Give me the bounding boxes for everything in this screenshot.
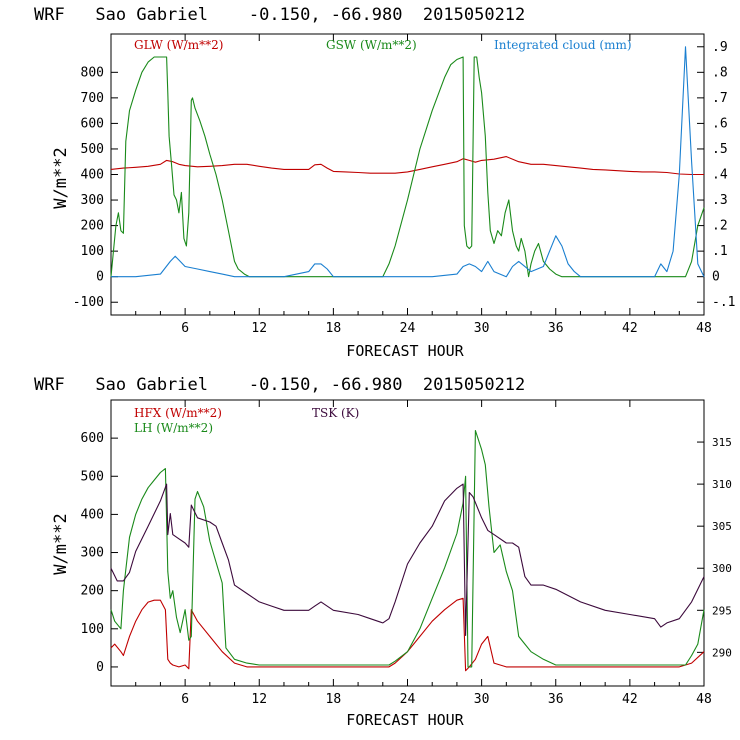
y2-tick-label: .3 bbox=[712, 193, 728, 208]
x-tick-label: 48 bbox=[696, 321, 712, 336]
chart-title: WRF Sao Gabriel -0.150, -66.980 20150502… bbox=[34, 5, 525, 25]
y-tick-label: 600 bbox=[81, 431, 104, 446]
x-tick-label: 48 bbox=[696, 692, 712, 707]
y2-tick-label: 300 bbox=[712, 562, 732, 575]
series-gsw-w-m-2 bbox=[110, 56, 705, 278]
legend-tsk: TSK (K) bbox=[312, 406, 359, 420]
x-tick-label: 24 bbox=[400, 321, 416, 336]
x-tick-label: 30 bbox=[474, 692, 490, 707]
y2-tick-label: 305 bbox=[712, 520, 732, 533]
x-tick-label: 6 bbox=[181, 321, 189, 336]
series-integrated-cloud-mm bbox=[111, 46, 705, 278]
chart-title: WRF Sao Gabriel -0.150, -66.980 20150502… bbox=[34, 375, 525, 395]
y-tick-label: 500 bbox=[81, 142, 104, 157]
x-tick-label: 36 bbox=[548, 321, 564, 336]
x-tick-label: 18 bbox=[326, 692, 342, 707]
legend-gsw: GSW (W/m**2) bbox=[326, 38, 417, 52]
y2-tick-label: .8 bbox=[712, 65, 728, 80]
y2-ticks: 290 295 300 305 310 315 bbox=[697, 436, 732, 659]
y-tick-label: 200 bbox=[81, 219, 104, 234]
x-axis-label: FORECAST HOUR bbox=[346, 342, 464, 360]
y-tick-label: 100 bbox=[81, 244, 104, 259]
y2-tick-label: .5 bbox=[712, 142, 728, 157]
y-tick-label: 200 bbox=[81, 584, 104, 599]
series-lines bbox=[110, 429, 705, 672]
y-tick-label: -100 bbox=[73, 295, 104, 310]
y-tick-label: 600 bbox=[81, 116, 104, 131]
y2-tick-label: .2 bbox=[712, 219, 728, 234]
legend-hfx: HFX (W/m**2) bbox=[134, 406, 222, 420]
y-tick-label: 800 bbox=[81, 65, 104, 80]
series-lines bbox=[110, 46, 705, 278]
x-tick-label: 6 bbox=[181, 692, 189, 707]
y-tick-label: 300 bbox=[81, 546, 104, 561]
series-glw-w-m-2 bbox=[110, 156, 704, 176]
y-ticks: -100 0 100 200 300 400 500 600 700 800 bbox=[73, 65, 118, 310]
legend-glw: GLW (W/m**2) bbox=[134, 38, 223, 52]
y-tick-label: 400 bbox=[81, 168, 104, 183]
y2-ticks: -.1 0 .1 .2 .3 .4 .5 .6 .7 .8 .9 bbox=[697, 40, 735, 310]
y2-tick-label: -.1 bbox=[712, 295, 735, 310]
y-tick-label: 500 bbox=[81, 469, 104, 484]
chart-fluxes: WRF Sao Gabriel -0.150, -66.980 20150502… bbox=[34, 375, 732, 729]
y-tick-label: 700 bbox=[81, 91, 104, 106]
x-tick-label: 24 bbox=[400, 692, 416, 707]
x-axis-label: FORECAST HOUR bbox=[346, 711, 464, 729]
x-ticks: 6 12 18 24 30 36 42 48 bbox=[135, 400, 712, 707]
x-tick-label: 42 bbox=[622, 692, 638, 707]
x-tick-label: 12 bbox=[251, 692, 267, 707]
chart-radiation: WRF Sao Gabriel -0.150, -66.980 20150502… bbox=[34, 5, 735, 360]
y2-tick-label: .1 bbox=[712, 244, 728, 259]
y2-tick-label: .4 bbox=[712, 168, 728, 183]
legend-lh: LH (W/m**2) bbox=[134, 421, 213, 435]
y-axis-label: W/m**2 bbox=[51, 147, 71, 208]
x-tick-label: 12 bbox=[251, 321, 267, 336]
y2-tick-label: .9 bbox=[712, 40, 728, 55]
y2-tick-label: 295 bbox=[712, 604, 732, 617]
y-tick-label: 0 bbox=[96, 660, 104, 675]
y2-tick-label: .7 bbox=[712, 91, 728, 106]
y-axis-label-group: W/m**2 bbox=[51, 147, 71, 208]
y-axis-label: W/m**2 bbox=[51, 513, 71, 574]
y2-tick-label: .6 bbox=[712, 116, 728, 131]
legend-integrated-cloud: Integrated cloud (mm) bbox=[494, 38, 632, 52]
y2-tick-label: 310 bbox=[712, 478, 732, 491]
y-ticks: 0 100 200 300 400 500 600 bbox=[81, 431, 118, 675]
y-tick-label: 0 bbox=[96, 270, 104, 285]
y2-tick-label: 315 bbox=[712, 436, 732, 449]
series-tsk-k bbox=[110, 483, 705, 637]
x-tick-label: 30 bbox=[474, 321, 490, 336]
y2-tick-label: 0 bbox=[712, 270, 720, 285]
legend: GLW (W/m**2) GSW (W/m**2) Integrated clo… bbox=[134, 38, 632, 52]
y-tick-label: 400 bbox=[81, 507, 104, 522]
y-tick-label: 300 bbox=[81, 193, 104, 208]
x-tick-label: 42 bbox=[622, 321, 638, 336]
x-tick-label: 18 bbox=[326, 321, 342, 336]
x-tick-label: 36 bbox=[548, 692, 564, 707]
y2-tick-label: 290 bbox=[712, 646, 732, 659]
legend: HFX (W/m**2) LH (W/m**2) TSK (K) bbox=[134, 406, 359, 435]
series-hfx-w-m-2 bbox=[110, 597, 705, 672]
x-ticks: 6 12 18 24 30 36 42 48 bbox=[135, 34, 712, 336]
y-tick-label: 100 bbox=[81, 622, 104, 637]
